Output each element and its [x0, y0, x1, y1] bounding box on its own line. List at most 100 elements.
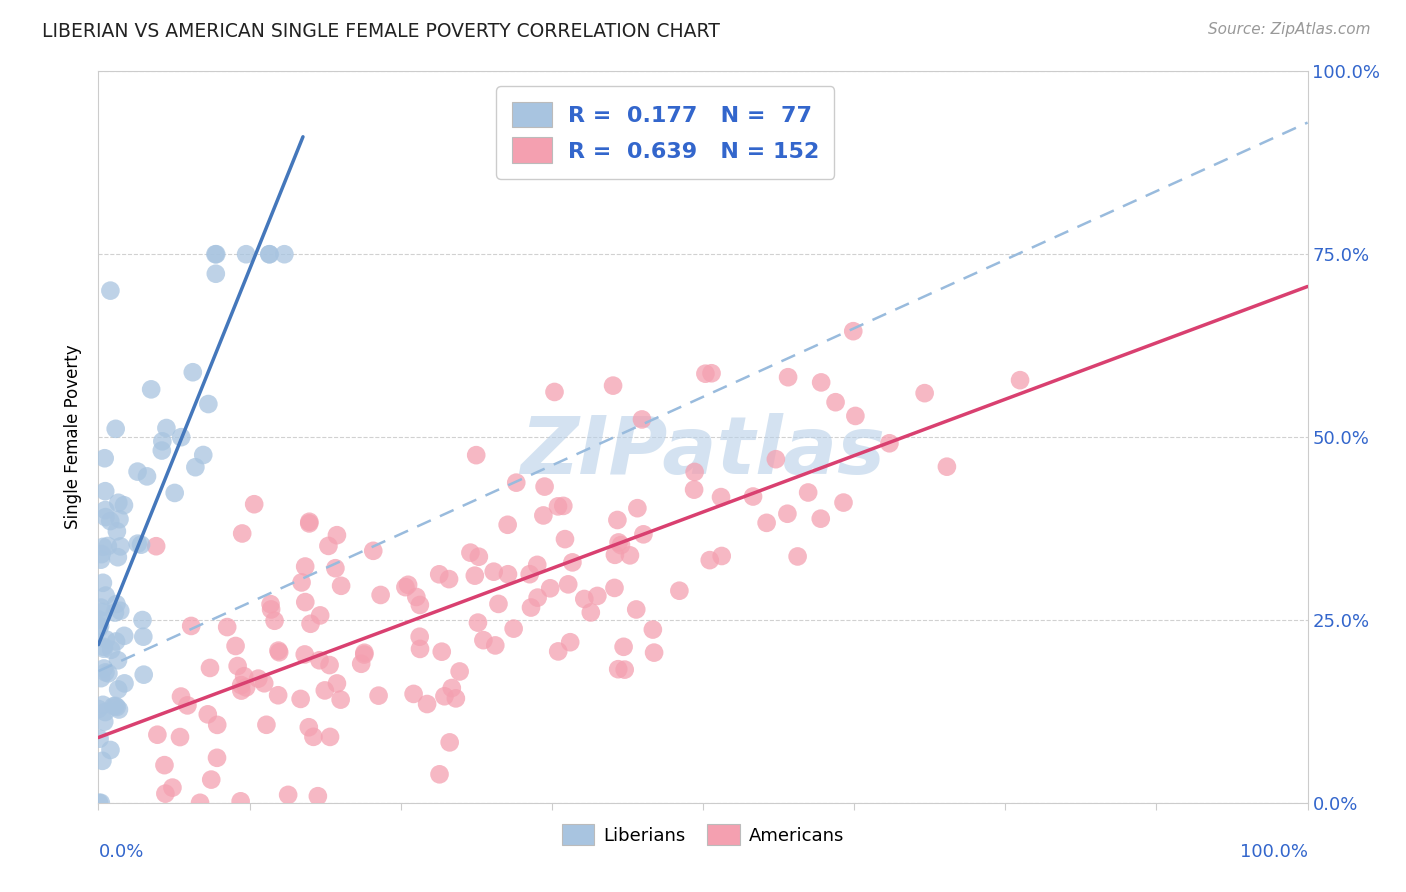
Point	[298, 720, 321, 734]
Point	[1010, 373, 1032, 387]
Point	[603, 548, 626, 562]
Point	[90, 600, 112, 615]
Point	[460, 546, 482, 560]
Point	[108, 702, 131, 716]
Point	[217, 620, 239, 634]
Point	[89, 731, 111, 746]
Point	[205, 751, 228, 765]
Point	[353, 648, 375, 662]
Point	[267, 688, 290, 702]
Point	[170, 430, 193, 444]
Point	[198, 661, 221, 675]
Point	[367, 689, 389, 703]
Point	[309, 608, 332, 623]
Point	[496, 567, 519, 582]
Point	[93, 714, 115, 729]
Legend: Liberians, Americans: Liberians, Americans	[554, 817, 852, 852]
Point	[94, 510, 117, 524]
Point	[502, 622, 524, 636]
Point	[668, 583, 690, 598]
Point	[786, 549, 808, 564]
Point	[700, 366, 723, 380]
Point	[153, 758, 176, 772]
Point	[103, 699, 125, 714]
Point	[188, 796, 211, 810]
Point	[225, 639, 247, 653]
Point	[253, 676, 276, 690]
Point	[810, 376, 832, 390]
Point	[96, 632, 118, 647]
Point	[94, 665, 117, 680]
Point	[260, 602, 283, 616]
Text: LIBERIAN VS AMERICAN SINGLE FEMALE POVERTY CORRELATION CHART: LIBERIAN VS AMERICAN SINGLE FEMALE POVER…	[42, 22, 720, 41]
Point	[91, 605, 114, 619]
Point	[710, 490, 733, 504]
Point	[184, 460, 207, 475]
Point	[449, 665, 471, 679]
Point	[683, 483, 706, 497]
Point	[197, 707, 219, 722]
Point	[631, 412, 654, 426]
Point	[132, 667, 155, 681]
Point	[93, 641, 115, 656]
Point	[394, 580, 416, 594]
Point	[326, 676, 349, 690]
Point	[553, 499, 575, 513]
Y-axis label: Single Female Poverty: Single Female Poverty	[65, 345, 83, 529]
Text: ZIPatlas: ZIPatlas	[520, 413, 886, 491]
Point	[97, 539, 120, 553]
Point	[273, 247, 295, 261]
Point	[91, 754, 114, 768]
Point	[105, 700, 128, 714]
Point	[100, 642, 122, 657]
Point	[131, 613, 153, 627]
Point	[93, 661, 115, 675]
Point	[100, 284, 122, 298]
Text: 100.0%: 100.0%	[1240, 843, 1308, 861]
Point	[409, 598, 432, 612]
Point	[91, 698, 114, 712]
Point	[765, 452, 787, 467]
Point	[132, 630, 155, 644]
Point	[496, 517, 519, 532]
Point	[586, 589, 609, 603]
Point	[163, 486, 186, 500]
Point	[150, 443, 173, 458]
Point	[298, 515, 321, 529]
Point	[141, 382, 163, 396]
Point	[526, 591, 548, 605]
Point	[146, 728, 169, 742]
Point	[326, 528, 349, 542]
Point	[105, 634, 128, 648]
Point	[193, 448, 215, 462]
Point	[93, 640, 115, 654]
Point	[444, 691, 467, 706]
Point	[319, 730, 342, 744]
Point	[259, 247, 281, 261]
Point	[94, 503, 117, 517]
Point	[533, 480, 555, 494]
Point	[482, 565, 505, 579]
Point	[91, 575, 114, 590]
Point	[464, 568, 486, 582]
Point	[107, 496, 129, 510]
Point	[87, 702, 110, 716]
Point	[145, 539, 167, 553]
Point	[308, 653, 330, 667]
Point	[560, 635, 582, 649]
Point	[914, 386, 936, 401]
Point	[200, 772, 222, 787]
Point	[472, 633, 495, 648]
Point	[361, 544, 384, 558]
Point	[90, 796, 112, 810]
Point	[127, 465, 149, 479]
Point	[231, 683, 253, 698]
Point	[318, 539, 340, 553]
Point	[606, 513, 628, 527]
Point	[307, 789, 329, 804]
Point	[181, 365, 204, 379]
Point	[90, 547, 112, 561]
Point	[108, 512, 131, 526]
Point	[107, 550, 129, 565]
Point	[112, 629, 135, 643]
